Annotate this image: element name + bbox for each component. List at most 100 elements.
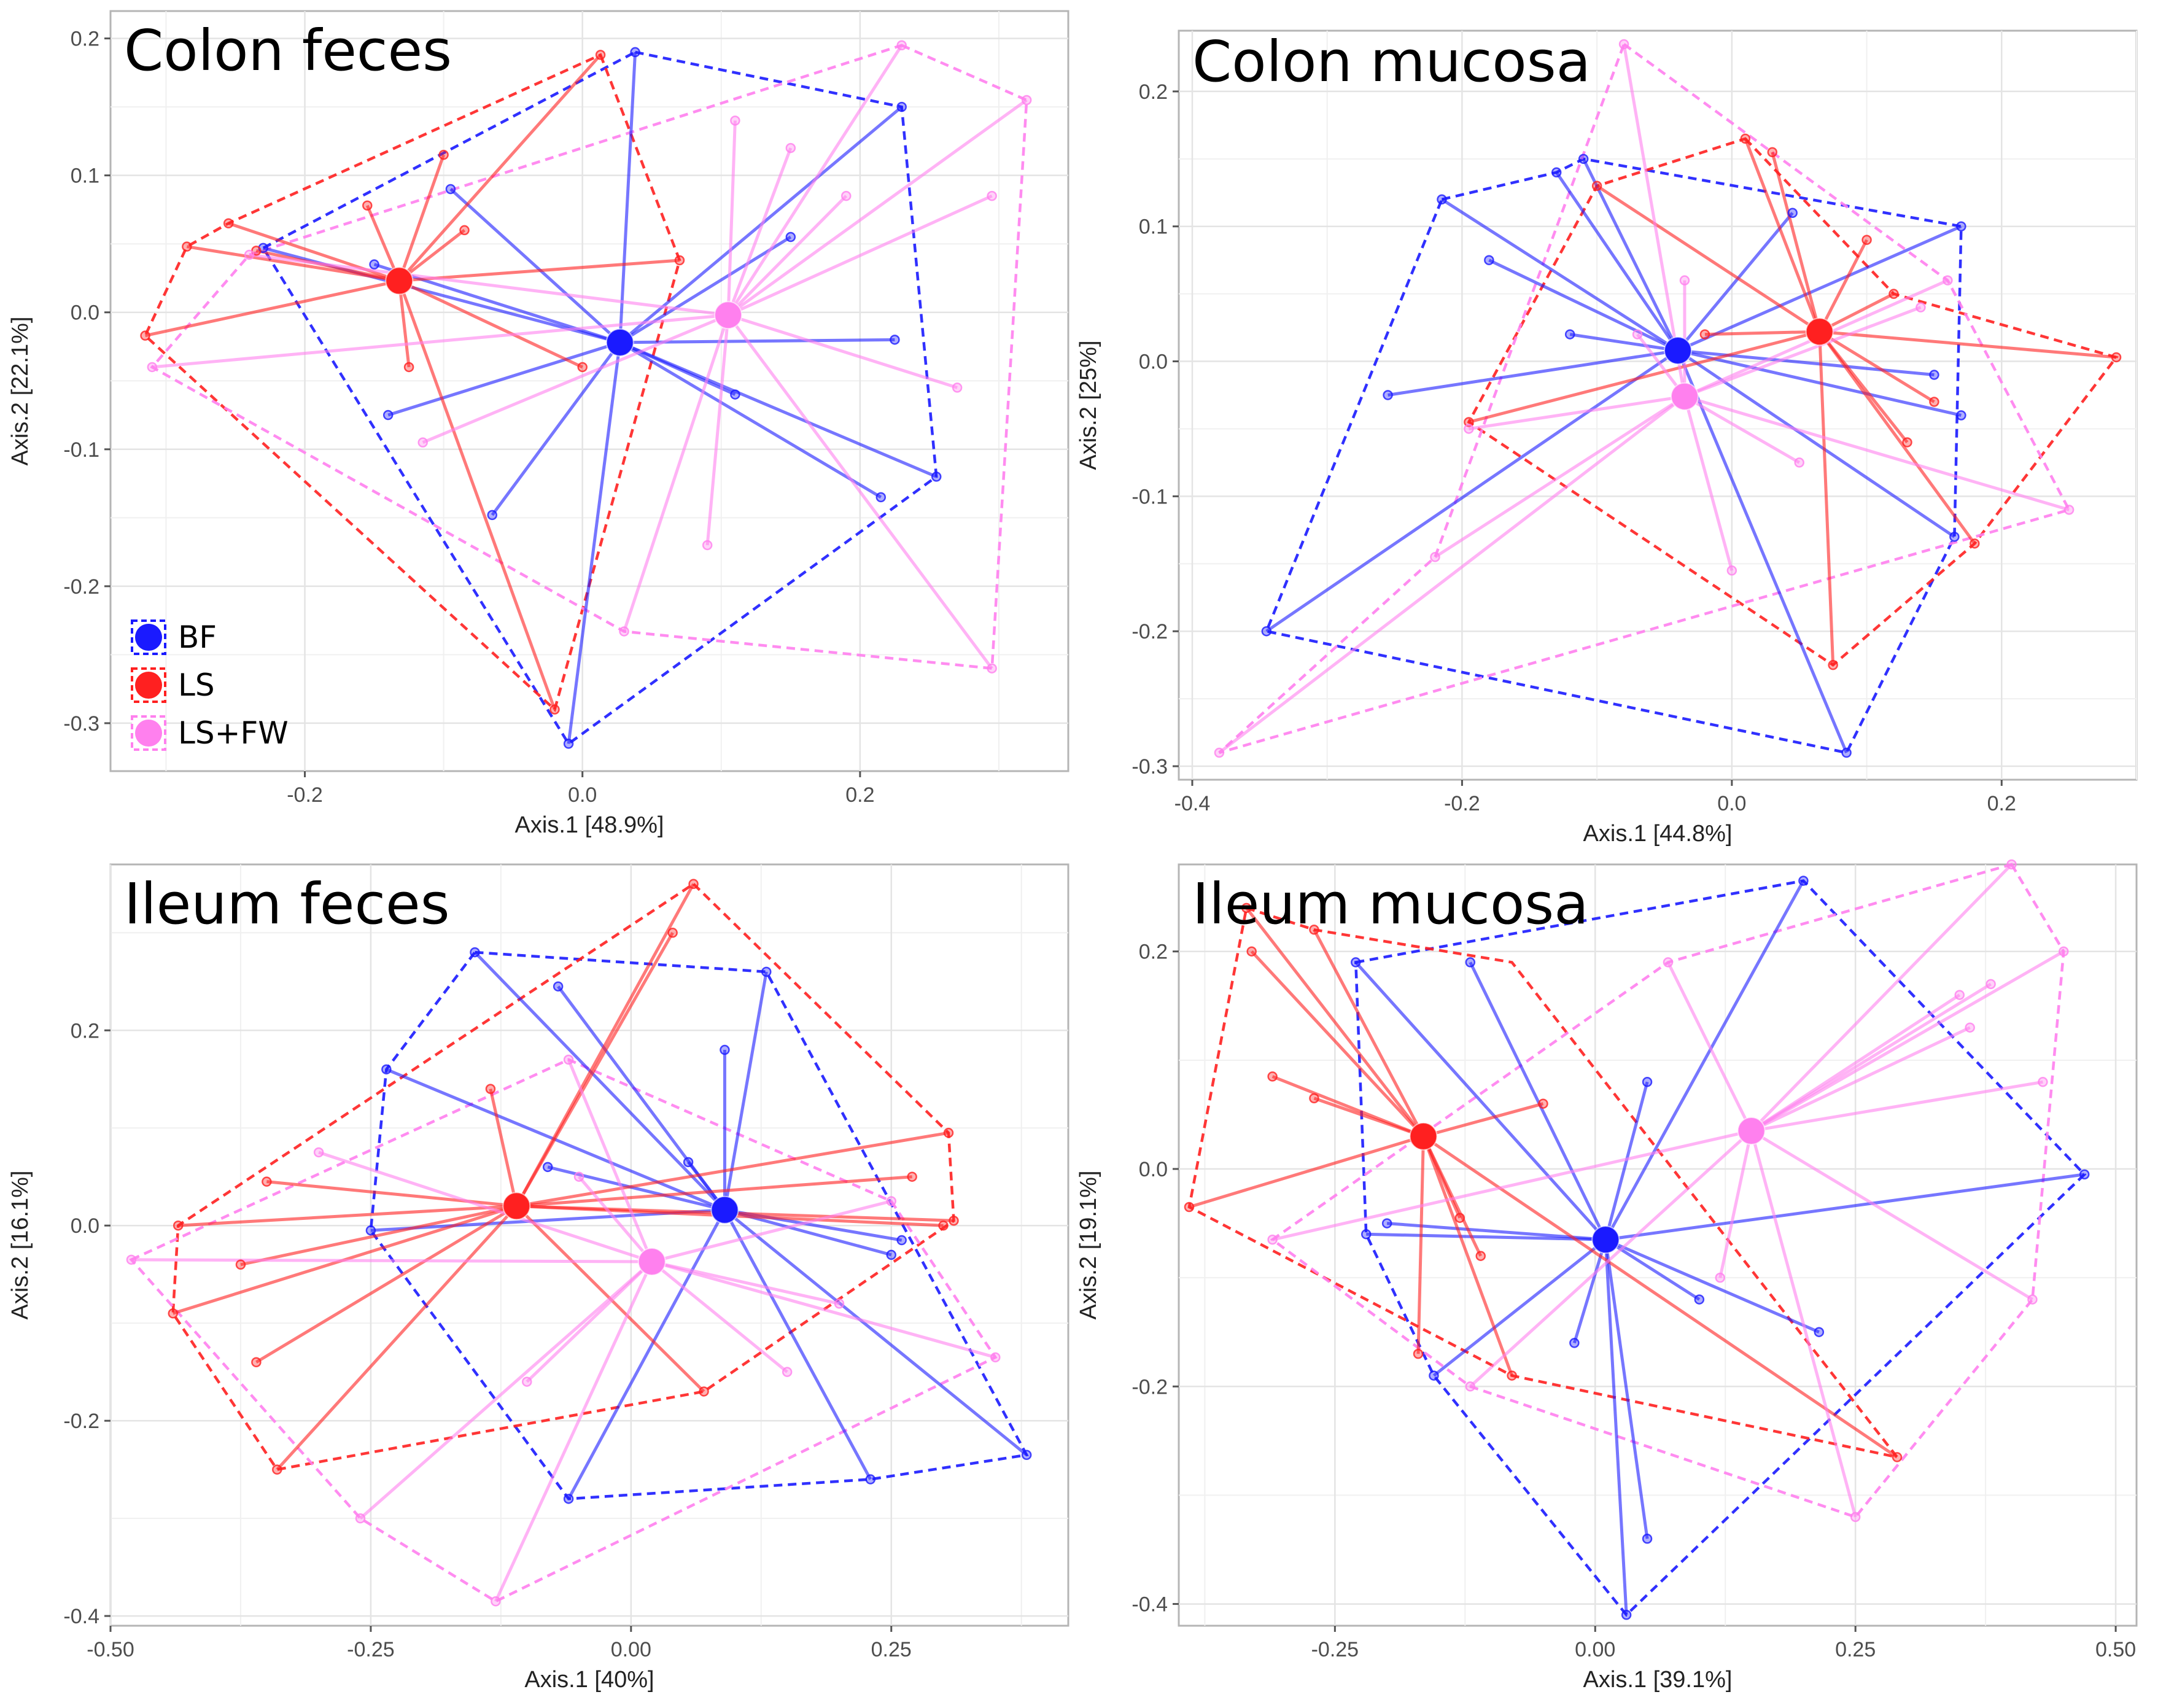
spoke-ls-fw <box>726 147 793 316</box>
spoke-ls <box>399 258 680 282</box>
sample-point-bf <box>1351 957 1361 968</box>
sample-point-ls <box>168 1308 178 1319</box>
spoke-ls-fw <box>726 44 903 316</box>
sample-point-bf <box>563 1494 574 1504</box>
spoke-ls <box>1250 950 1425 1138</box>
x-tick-label: -0.4 <box>1174 792 1211 815</box>
sample-point-ls <box>438 149 449 160</box>
sample-point-bf <box>1642 1077 1653 1087</box>
legend-marker-ls-fw <box>135 720 162 747</box>
sample-point-ls <box>262 1176 272 1187</box>
panel-title: Colon feces <box>124 18 452 83</box>
y-tick-label: 0.2 <box>1139 941 1168 964</box>
spoke-bf <box>1366 1232 1606 1241</box>
centroid-ls <box>502 1192 531 1221</box>
sample-point-ls <box>699 1386 709 1397</box>
sample-point-ls <box>362 200 373 211</box>
sample-point-ls-fw <box>2006 859 2017 870</box>
sample-point-ls-fw <box>244 249 255 260</box>
y-tick-label: -0.3 <box>1132 755 1168 778</box>
x-tick-label: -0.50 <box>87 1638 134 1661</box>
sample-point-ls <box>485 1084 496 1094</box>
sample-point-ls-fw <box>1267 1234 1278 1245</box>
spoke-bf <box>387 341 621 417</box>
sample-point-ls-fw <box>2027 1294 2038 1305</box>
centroid-bf <box>1663 336 1692 365</box>
sample-point-ls-fw <box>841 190 852 201</box>
sample-point-bf <box>1798 875 1809 886</box>
hull-layer <box>1218 42 2119 755</box>
sample-point-ls <box>223 218 234 228</box>
spoke-bf <box>1677 225 1962 352</box>
sample-point-ls <box>140 330 150 341</box>
spoke-bf <box>547 1165 726 1212</box>
sample-point-ls-fw <box>1794 457 1804 468</box>
spoke-ls-fw <box>1684 395 2070 511</box>
spoke-ls-fw <box>728 313 958 389</box>
sample-point-bf <box>1484 255 1494 265</box>
sample-point-ls-fw <box>1679 275 1690 285</box>
x-axis-title: Axis.1 [40%] <box>524 1667 654 1693</box>
spoke-ls <box>1416 1136 1425 1354</box>
spoke-ls <box>1189 1135 1424 1209</box>
sample-point-ls <box>1929 397 1939 407</box>
sample-point-bf <box>553 981 564 992</box>
sample-point-ls <box>949 1216 959 1226</box>
spoke-ls <box>1423 1135 1898 1459</box>
sample-point-ls-fw <box>1618 39 1629 50</box>
spoke-ls <box>1771 152 1822 332</box>
spoke-ls <box>489 1089 518 1206</box>
sample-point-ls <box>688 879 699 890</box>
spoke-ls-fw <box>727 314 993 670</box>
spoke-bf <box>1582 158 1680 352</box>
sample-point-bf <box>1381 1218 1392 1229</box>
spoke-layer <box>144 44 1028 744</box>
sample-point-ls <box>1246 946 1257 957</box>
sample-point-bf <box>785 231 796 243</box>
spoke-ls <box>1468 330 1820 424</box>
sample-point-bf <box>886 1249 896 1260</box>
spoke-ls-fw <box>1750 1130 1857 1518</box>
sample-point-ls-fw <box>1465 1381 1476 1392</box>
sample-point-bf <box>369 259 379 270</box>
point-layer <box>140 40 1032 749</box>
sample-point-ls <box>577 362 588 373</box>
sample-point-ls-fw <box>417 437 428 448</box>
spoke-ls-fw <box>726 120 737 316</box>
spoke-bf <box>567 1209 726 1500</box>
centroid-ls-fw <box>1670 382 1699 411</box>
spoke-ls <box>397 281 411 368</box>
sample-point-bf <box>1551 167 1562 178</box>
x-axis-title: Axis.1 [44.8%] <box>1583 821 1733 847</box>
spoke-ls <box>240 1204 517 1267</box>
spoke-ls <box>1818 330 1976 545</box>
spoke-bf <box>473 951 726 1211</box>
spoke-ls-fw <box>578 1176 653 1263</box>
sample-point-bf <box>1429 1370 1439 1381</box>
plot-area <box>1178 29 2138 781</box>
sample-point-ls-fw <box>1430 552 1440 562</box>
sample-point-ls-fw <box>1965 1022 1975 1033</box>
spoke-ls-fw <box>1666 961 1753 1132</box>
spoke-layer <box>1189 863 2085 1615</box>
sample-point-ls-fw <box>1663 957 1674 968</box>
sample-point-ls <box>1888 289 1899 299</box>
spoke-ls-fw <box>1683 396 1734 571</box>
sample-point-ls <box>1309 1093 1319 1104</box>
spoke-bf <box>1605 1173 2085 1241</box>
spoke-ls <box>1313 1097 1424 1138</box>
sample-point-ls <box>1902 437 1912 448</box>
sample-point-ls-fw <box>834 1298 845 1309</box>
spoke-ls-fw <box>152 313 729 369</box>
x-tick-label: 0.50 <box>2095 1638 2136 1661</box>
spoke-ls-fw <box>651 1260 840 1305</box>
spoke-ls-fw <box>727 195 848 316</box>
legend-marker-ls <box>135 672 162 699</box>
y-tick-label: 0.0 <box>71 301 99 325</box>
sample-point-ls <box>1241 903 1252 914</box>
sample-point-ls <box>235 1259 246 1270</box>
sample-point-bf <box>1841 747 1852 758</box>
sample-point-ls <box>251 1357 262 1368</box>
spoke-bf <box>567 342 622 744</box>
panel-ileum-feces: -0.50 -0.25 0.00 0.25 -0.4 -0.2 0.0 0.2 Axis.1 [… <box>7 863 1069 1693</box>
